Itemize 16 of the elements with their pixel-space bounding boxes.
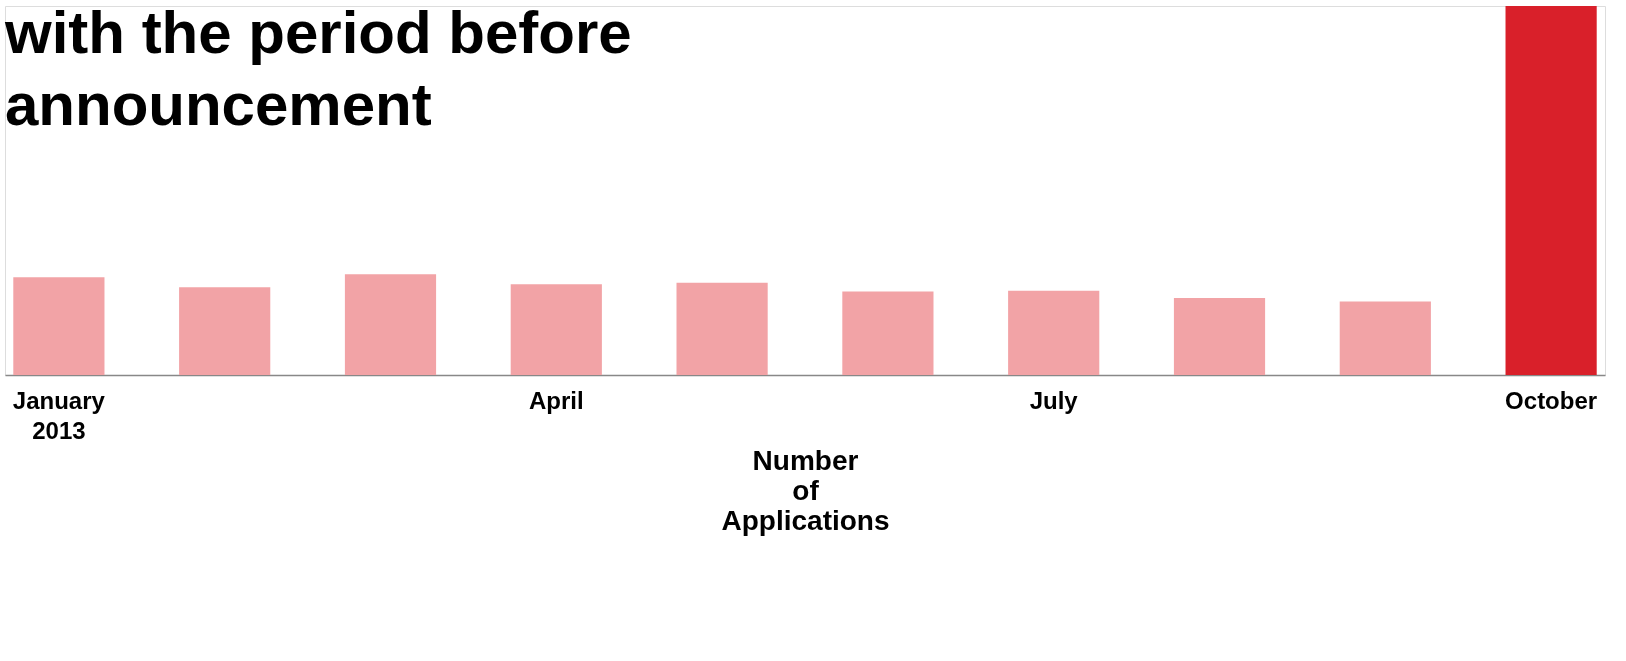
bar bbox=[13, 277, 105, 375]
bar bbox=[1173, 297, 1266, 375]
bar bbox=[1008, 290, 1100, 375]
x-tick-label: January 2013 bbox=[12, 386, 106, 444]
x-tick-label: July bbox=[1029, 386, 1079, 414]
text: with the period before announcement bbox=[4, 0, 632, 138]
bar bbox=[676, 282, 768, 375]
x-tick-label: October bbox=[1505, 386, 1598, 414]
bar bbox=[1505, 6, 1597, 375]
bar bbox=[510, 284, 602, 375]
bar bbox=[1339, 301, 1431, 375]
x-axis-title: Number of Applications bbox=[721, 444, 890, 536]
bar bbox=[179, 287, 271, 375]
bar bbox=[842, 291, 934, 375]
bar bbox=[344, 274, 437, 375]
x-tick-label: April bbox=[528, 386, 584, 414]
